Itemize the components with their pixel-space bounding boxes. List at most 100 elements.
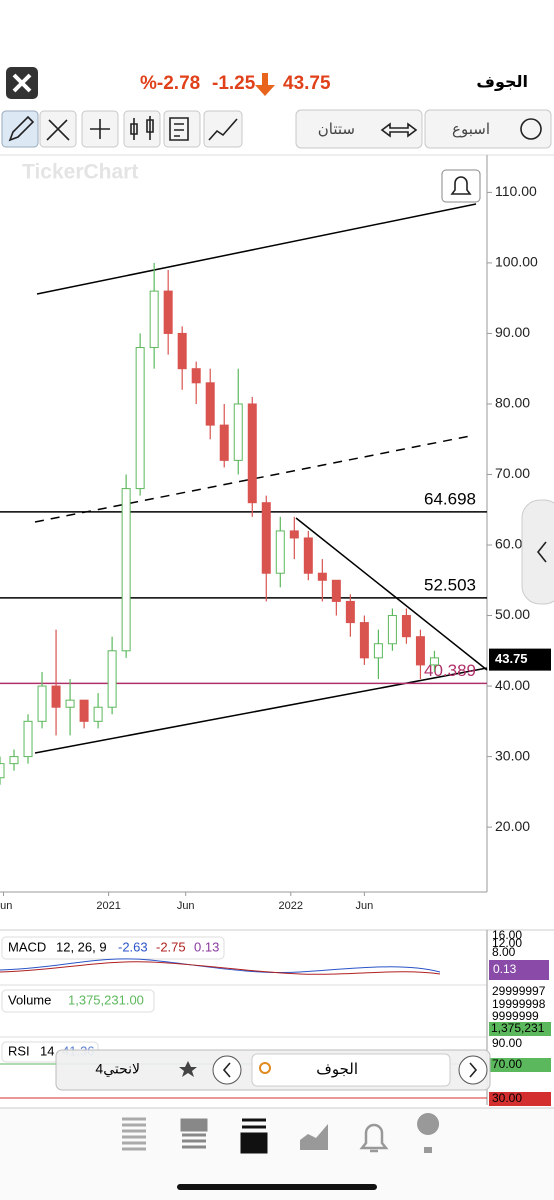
home-indicator [177,1184,377,1190]
next-chevron [469,1062,478,1078]
candle-body [289,530,299,539]
macd-signal: -2.75 [156,939,186,954]
tab-ideas[interactable] [417,1113,440,1153]
candle-body [51,685,61,708]
search-input[interactable] [251,1053,451,1087]
range-label: ستتان [318,121,355,138]
macd-axis-label: 8.00 [492,945,516,959]
change-percent: %-2.78 [140,73,200,94]
chart-type-button[interactable] [123,110,161,148]
y-tick-label: 20.00 [495,818,530,834]
tab-market[interactable] [180,1118,208,1149]
x-tick-label: Jun [177,900,195,912]
level-label: 64.698 [424,489,476,508]
channel-mid-line [34,435,471,523]
resistance-line [295,517,488,671]
search-query: الجوف [316,1061,358,1078]
symbol-title: الجوف [476,74,528,91]
indicators-button[interactable] [163,110,201,148]
macd-name: MACD [8,939,46,954]
candle-body [331,579,341,602]
rsi-70-tag [489,1058,551,1072]
tab-chart[interactable] [240,1118,268,1154]
candle-body [261,502,271,574]
rsi-axis-label: 90.00 [492,1036,522,1050]
compare-button[interactable] [203,110,243,148]
candle-body [429,657,439,666]
y-tick-label: 40.00 [495,677,530,693]
x-tick-label: Jun [355,900,373,912]
x-tick-label: Jun [0,900,12,912]
search-left-label: لانحتي4 [95,1061,140,1078]
rsi-30-tag [489,1092,551,1106]
tab-alerts[interactable] [359,1123,389,1153]
tools-icon [46,119,70,141]
pencil-icon [8,115,35,142]
signal-line [0,961,441,975]
level-label: 40.389 [424,661,476,680]
candle-body [177,332,187,370]
y-tick-label: 70.00 [495,465,530,481]
search-icon [259,1062,271,1074]
macd-histogram: 0.13 [194,939,219,954]
candle-body [191,368,201,384]
y-tick-label: 50.00 [495,606,530,622]
draw-button[interactable] [1,110,39,148]
price: 43.75 [283,73,331,94]
candle-body [205,382,215,426]
macd-axis-label: 16.00 [492,928,522,942]
macd-value: -2.63 [118,939,148,954]
macd-params: 12, 26, 9 [56,939,107,954]
volume-name: Volume [8,992,51,1007]
trend-icon [208,118,238,141]
prev-button[interactable] [212,1055,242,1085]
tab-watchlist[interactable] [122,1117,146,1151]
candle-body [401,615,411,638]
tab-analysis[interactable] [300,1124,328,1150]
favorite-icon[interactable] [179,1061,197,1077]
candle-body [107,650,117,708]
watermark: TickerChart [22,161,138,184]
candle-body [233,403,243,461]
level-label: 52.503 [424,575,476,594]
candle-body [219,424,229,461]
period-button[interactable] [424,109,552,149]
period-label: اسبوع [452,121,490,138]
rsi-axis-label: 70.00 [492,1057,522,1071]
support-line [34,667,488,754]
clock-icon [520,118,542,140]
candle-body [303,537,313,574]
side-chevron [536,541,547,563]
candle-body [359,622,369,659]
y-tick-label: 60.00 [495,536,530,552]
y-tick-label: 110.00 [495,183,537,199]
close-icon [12,73,32,93]
range-button[interactable] [295,109,423,149]
candle-body [9,756,19,765]
macd-axis-label: 12.00 [492,936,522,950]
last-price-label: 43.75 [495,651,528,666]
candle-body [0,763,5,779]
candle-body [93,706,103,722]
alert-button[interactable] [441,169,481,203]
last-price-tag [489,648,551,671]
list-icon [169,117,189,141]
candle-body [65,699,75,708]
volume-tag [489,1022,551,1036]
candle-body [37,685,47,722]
candle-body [387,615,397,645]
rsi-name: RSI [8,1043,30,1058]
volume-axis-label: 9999999 [492,1009,539,1023]
range-icon [380,122,418,138]
macd-tag-label: 0.13 [493,962,517,976]
candle-body [415,636,425,666]
y-tick-label: 80.00 [495,395,530,411]
candle-body [121,488,131,652]
volume-axis-label: 29999997 [492,984,546,998]
candle-body [149,290,159,349]
next-button[interactable] [458,1055,488,1085]
y-tick-label: 100.00 [495,254,538,270]
candle-icon [130,116,154,140]
channel-top-line [36,203,477,295]
